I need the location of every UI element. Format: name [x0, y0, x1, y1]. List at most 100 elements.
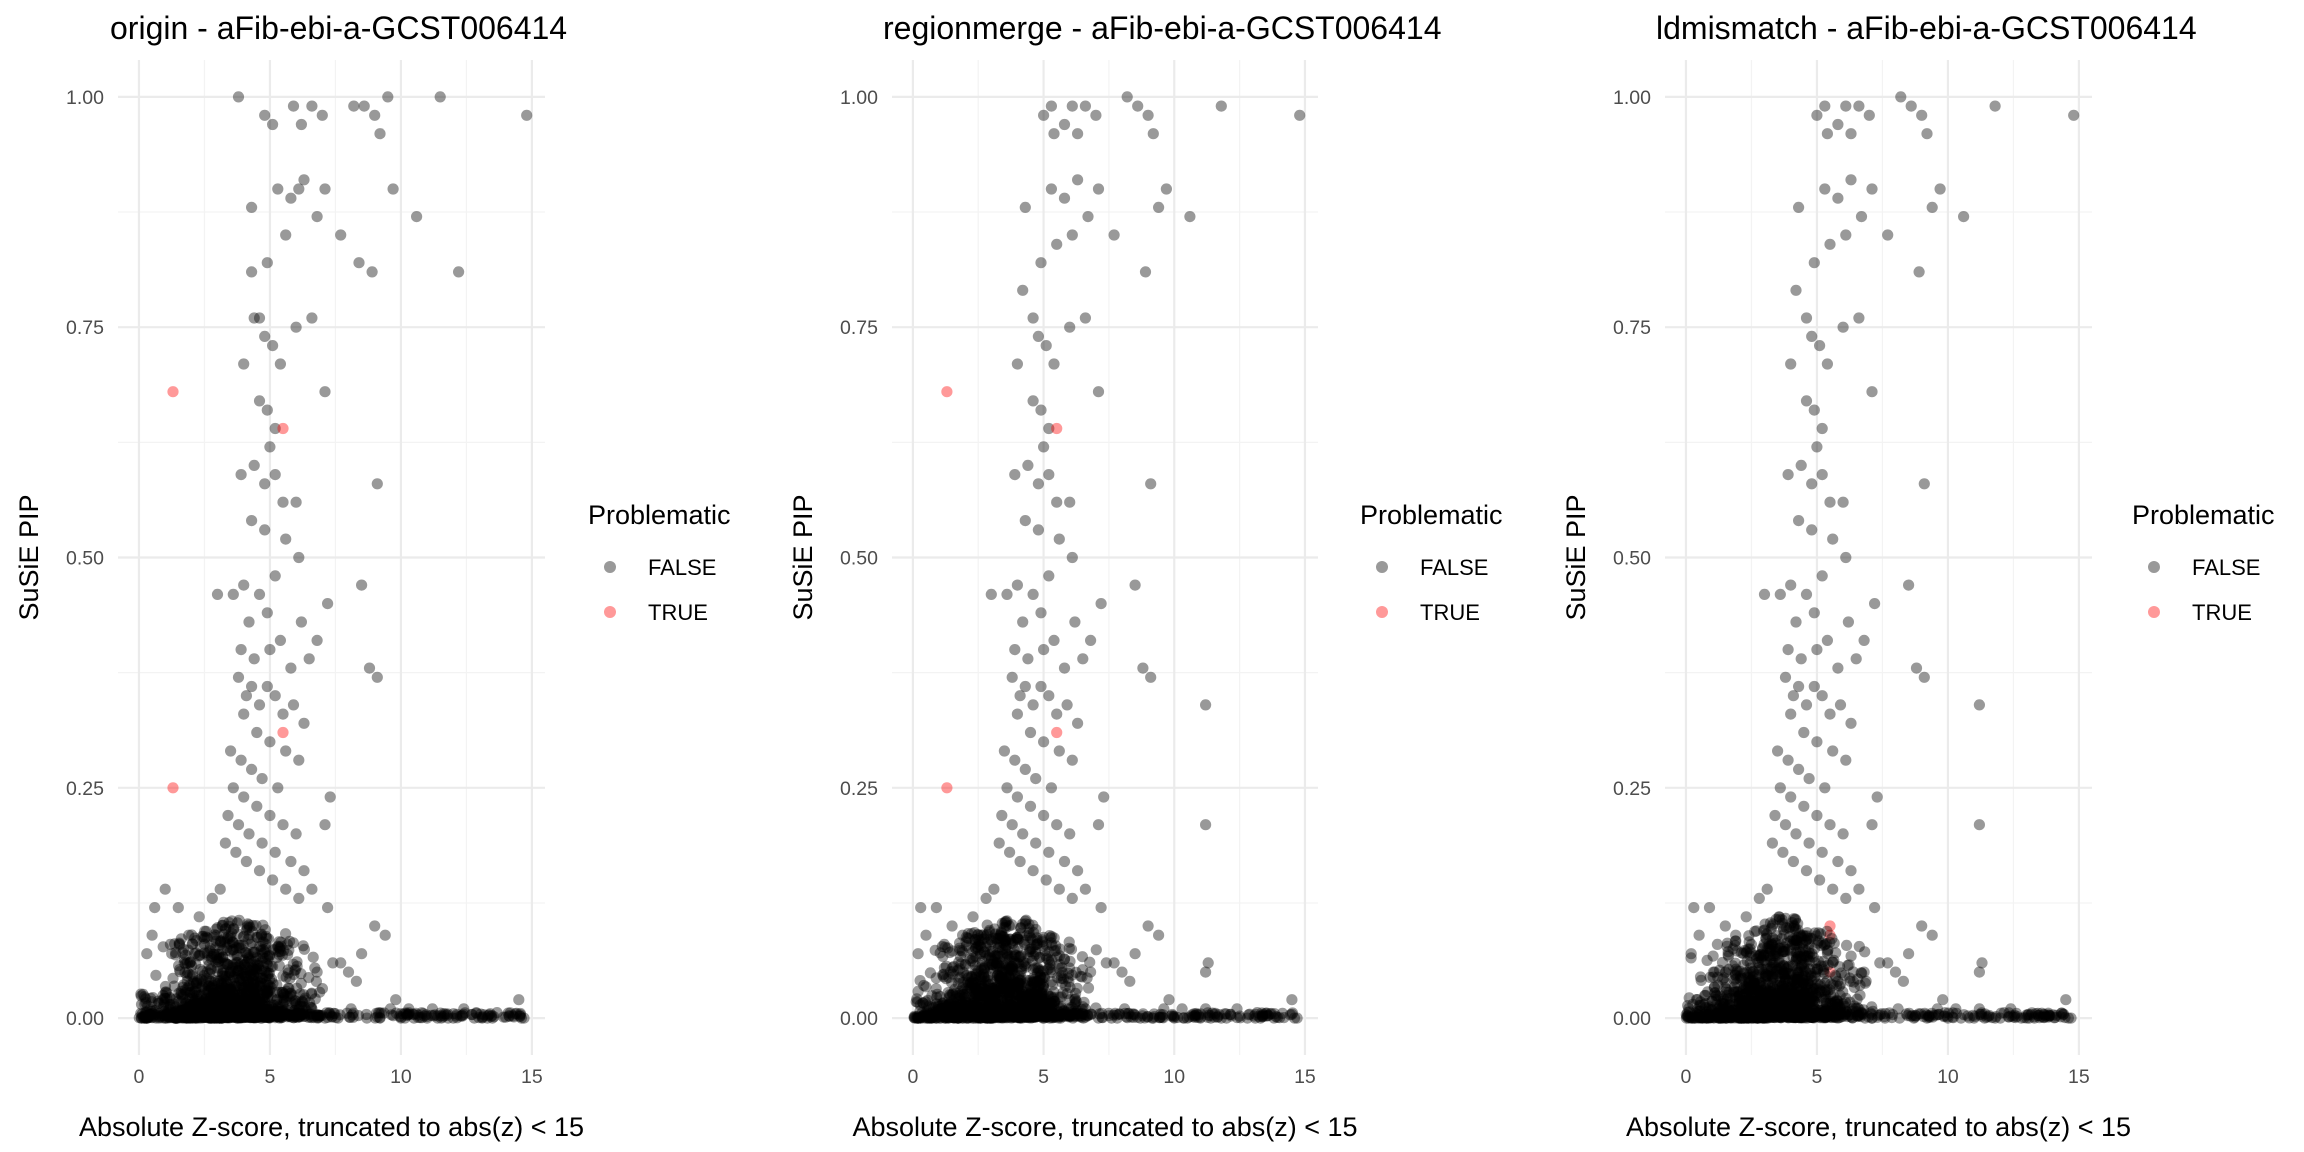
point-false: [476, 1012, 488, 1024]
point-false: [252, 1006, 265, 1018]
point-false: [1779, 671, 1792, 683]
point-false: [250, 1012, 263, 1024]
point-false: [1053, 533, 1065, 545]
point-false: [159, 883, 171, 895]
point-false: [208, 999, 220, 1011]
point-false: [269, 422, 281, 435]
point-false: [1918, 671, 1930, 683]
point-false: [985, 588, 997, 601]
point-false: [228, 1005, 240, 1018]
point-false: [1035, 404, 1047, 416]
point-false: [374, 128, 386, 140]
point-false: [253, 962, 265, 975]
point-false: [196, 981, 208, 993]
point-false: [1871, 791, 1883, 803]
point-false: [179, 984, 191, 996]
point-false: [1795, 459, 1807, 471]
point-false: [274, 634, 286, 647]
point-false: [258, 989, 270, 1001]
point-false: [319, 1012, 331, 1024]
point-false: [316, 983, 328, 995]
point-false: [274, 943, 286, 955]
point-false: [1066, 100, 1078, 112]
x-tick-label: 15: [2068, 1066, 2090, 1088]
point-false: [387, 1010, 399, 1022]
point-false: [1027, 395, 1039, 407]
point-false: [1903, 948, 1915, 960]
point-false: [1006, 671, 1018, 683]
point-false: [1004, 846, 1016, 858]
point-false: [311, 966, 323, 978]
point-false: [1065, 943, 1078, 955]
point-false: [230, 1006, 242, 1018]
point-false: [239, 1010, 251, 1023]
point-false: [256, 773, 268, 785]
point-false: [222, 1012, 234, 1024]
point-false: [294, 988, 306, 1000]
point-false: [250, 1004, 262, 1016]
point-false: [224, 968, 236, 981]
point-false: [210, 1009, 222, 1021]
point-false: [1011, 791, 1024, 803]
point-false: [314, 1010, 326, 1022]
point-false: [179, 1009, 191, 1021]
point-false: [1785, 708, 1797, 720]
point-false: [277, 987, 289, 999]
y-tick-label: 0.00: [66, 1008, 104, 1030]
point-false: [293, 1004, 305, 1016]
point-false: [1827, 533, 1839, 545]
point-true: [167, 386, 179, 398]
point-false: [1048, 932, 1060, 944]
point-false: [1863, 109, 1875, 121]
point-false: [211, 1009, 223, 1022]
point-false: [215, 994, 227, 1006]
point-false: [228, 1011, 240, 1023]
point-false: [251, 952, 263, 964]
point-false: [256, 837, 268, 849]
point-false: [177, 1012, 189, 1024]
point-false: [1837, 496, 1849, 508]
point-false: [257, 960, 270, 972]
point-false: [179, 1008, 191, 1020]
point-false: [1061, 699, 1073, 711]
point-false: [285, 855, 297, 868]
point-false: [1124, 975, 1136, 987]
point-false: [280, 995, 292, 1007]
point-false: [255, 1006, 267, 1018]
point-false: [1294, 109, 1306, 121]
point-false: [260, 1005, 272, 1017]
point-false: [260, 1009, 272, 1021]
point-false: [1834, 699, 1847, 711]
point-false: [1842, 616, 1854, 628]
point-false: [361, 1012, 373, 1024]
point-false: [141, 948, 153, 960]
point-false: [239, 1008, 251, 1021]
point-false: [223, 1011, 235, 1023]
point-false: [202, 1004, 214, 1017]
point-false: [253, 395, 266, 407]
point-false: [227, 1007, 239, 1019]
y-tick-label: 1.00: [840, 87, 878, 109]
point-false: [1015, 1004, 1027, 1016]
point-false: [1027, 865, 1039, 877]
point-false: [181, 975, 193, 987]
point-false: [1808, 257, 1820, 269]
point-false: [1132, 100, 1144, 112]
point-false: [164, 938, 176, 951]
point-false: [237, 1010, 249, 1022]
point-false: [1072, 717, 1084, 729]
point-false: [948, 1012, 960, 1024]
point-false: [247, 961, 259, 974]
point-false: [984, 1012, 996, 1024]
point-false: [265, 961, 277, 973]
point-false: [173, 937, 185, 949]
point-false: [249, 963, 261, 976]
point-false: [1808, 680, 1820, 693]
point-false: [994, 977, 1006, 990]
point-false: [1837, 828, 1849, 840]
x-tick-label: 15: [521, 1066, 543, 1088]
point-false: [170, 1011, 182, 1023]
point-false: [254, 994, 266, 1006]
point-false: [213, 1005, 225, 1017]
point-false: [160, 986, 172, 998]
